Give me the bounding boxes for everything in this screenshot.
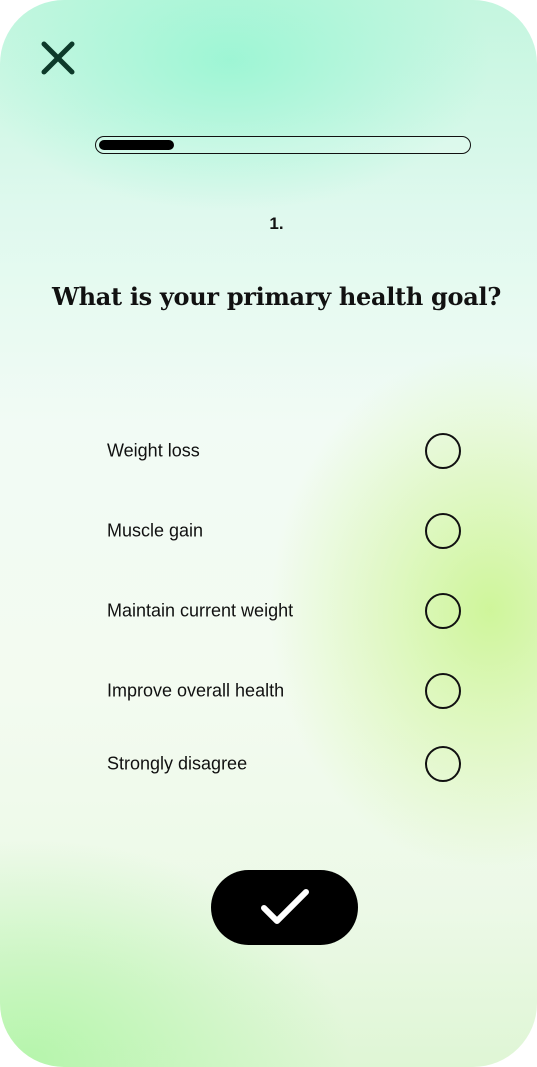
option-strongly-disagree[interactable]: Strongly disagree <box>107 742 465 786</box>
option-weight-loss[interactable]: Weight loss <box>107 429 465 473</box>
option-improve-overall-health[interactable]: Improve overall health <box>107 669 465 713</box>
submit-button[interactable] <box>211 870 358 945</box>
option-label: Weight loss <box>107 440 200 461</box>
option-maintain-current-weight[interactable]: Maintain current weight <box>107 589 465 633</box>
question-title: What is your primary health goal? <box>51 282 502 311</box>
close-icon <box>41 41 75 75</box>
option-label: Strongly disagree <box>107 753 248 774</box>
radio-button[interactable] <box>425 433 461 469</box>
radio-button[interactable] <box>425 673 461 709</box>
progress-bar <box>95 136 471 154</box>
close-button[interactable] <box>38 38 78 78</box>
radio-button[interactable] <box>425 513 461 549</box>
option-label: Improve overall health <box>107 680 285 701</box>
radio-button[interactable] <box>425 593 461 629</box>
option-label: Muscle gain <box>107 520 204 541</box>
radio-button[interactable] <box>425 746 461 782</box>
progress-bar-fill <box>99 139 174 150</box>
question-number: 1. <box>269 214 284 233</box>
option-label: Maintain current weight <box>107 600 294 621</box>
checkmark-icon <box>261 889 309 924</box>
option-muscle-gain[interactable]: Muscle gain <box>107 509 465 553</box>
